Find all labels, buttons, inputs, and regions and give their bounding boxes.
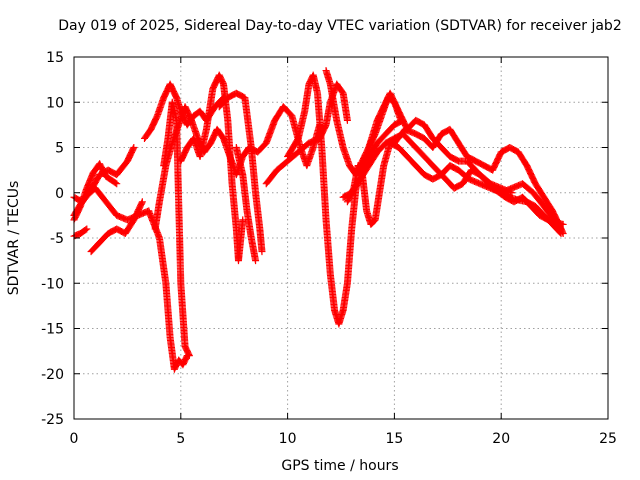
x-axis-label: GPS time / hours xyxy=(281,458,398,474)
y-tick-label: -5 xyxy=(50,231,64,247)
series-arc-4 xyxy=(87,198,146,256)
x-tick-label: 15 xyxy=(385,431,403,447)
series-arc-5 xyxy=(70,184,191,373)
y-tick-labels: -25 -20 -15 -10 -5 0 5 10 15 xyxy=(41,50,64,428)
data-point xyxy=(343,116,351,124)
grid-lines xyxy=(74,57,608,419)
series-arc-3 xyxy=(70,225,91,240)
data-point-interp xyxy=(559,228,567,236)
data-point-interp xyxy=(185,350,193,358)
data-point xyxy=(83,225,91,233)
series-arc-17 xyxy=(365,89,565,237)
y-tick-label: 0 xyxy=(55,186,64,202)
y-tick-label: 15 xyxy=(46,50,64,66)
data-point xyxy=(113,180,121,188)
x-tick-label: 0 xyxy=(70,431,79,447)
y-axis-label: SDTVAR / TECUs xyxy=(6,181,22,296)
x-tick-label: 20 xyxy=(492,431,510,447)
data-point-interp xyxy=(112,179,120,187)
x-tick-label: 10 xyxy=(279,431,297,447)
data-point xyxy=(130,144,138,151)
chart-title: Day 019 of 2025, Sidereal Day-to-day VTE… xyxy=(58,18,621,34)
data-point xyxy=(252,257,260,265)
data-point xyxy=(138,198,146,206)
data-point-interp xyxy=(82,226,90,234)
data-point-interp xyxy=(138,199,146,207)
y-tick-label: -10 xyxy=(41,276,64,292)
x-tick-label: 5 xyxy=(176,431,185,447)
axis-ticks xyxy=(73,56,609,420)
data-point xyxy=(258,248,266,256)
x-tick-labels: 0 5 10 15 20 25 xyxy=(70,431,617,447)
y-tick-label: -20 xyxy=(41,367,64,383)
series-arc-9 xyxy=(177,71,247,265)
series-arc-10 xyxy=(215,89,266,256)
y-tick-label: 5 xyxy=(55,141,64,157)
y-tick-label: -25 xyxy=(41,412,64,428)
y-tick-label: 10 xyxy=(46,95,64,111)
x-tick-label: 25 xyxy=(599,431,617,447)
series-arc-19 xyxy=(493,187,567,228)
series-arc-11 xyxy=(232,144,260,265)
data-marks xyxy=(70,67,567,373)
data-point xyxy=(185,352,193,360)
data-point xyxy=(559,229,567,237)
series-arc-15 xyxy=(339,130,516,201)
series-arc-8 xyxy=(151,103,324,233)
data-point xyxy=(559,220,567,228)
y-tick-label: -15 xyxy=(41,322,64,338)
series-arc-16 xyxy=(343,139,565,233)
